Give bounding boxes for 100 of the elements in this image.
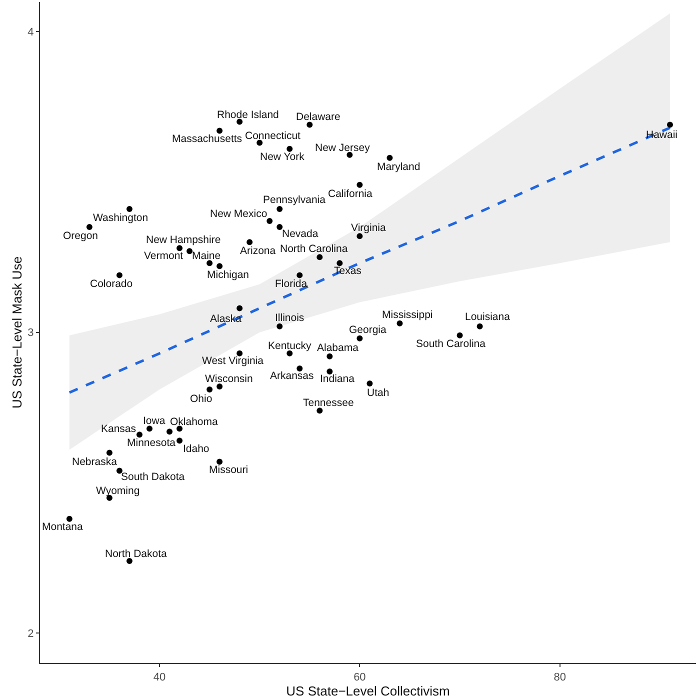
annotation: Connecticut — [245, 130, 301, 142]
point — [126, 558, 132, 564]
point — [236, 118, 243, 125]
point — [206, 386, 213, 393]
y-tick-label: 4 — [28, 26, 34, 38]
annotation: Arizona — [240, 245, 276, 257]
point — [286, 146, 293, 152]
point — [206, 260, 213, 266]
point — [296, 365, 303, 372]
annotation: Montana — [42, 521, 84, 533]
point — [236, 350, 243, 356]
annotation: Alaska — [210, 313, 242, 325]
annotation: Iowa — [143, 415, 166, 427]
annotation: Virginia — [351, 222, 386, 234]
annotation: New Jersey — [315, 142, 371, 154]
point — [276, 323, 283, 330]
point — [66, 516, 72, 522]
annotation: Texas — [334, 265, 362, 277]
point — [356, 182, 363, 188]
annotation: California — [328, 188, 373, 200]
point — [316, 408, 323, 414]
annotation: Utah — [367, 387, 390, 399]
point — [216, 458, 223, 465]
y-tick-label: 2 — [28, 628, 34, 640]
point — [276, 224, 283, 230]
annotation: South Dakota — [121, 471, 185, 483]
x-axis-title: US State−Level Collectivism — [286, 683, 450, 698]
point — [666, 122, 673, 128]
point — [126, 206, 132, 212]
annotation: Mississippi — [382, 309, 433, 321]
annotation: Nevada — [282, 228, 318, 240]
point — [116, 468, 122, 474]
annotation: Ohio — [190, 393, 212, 405]
annotation: Arkansas — [270, 370, 314, 382]
point — [266, 218, 273, 224]
point — [176, 438, 183, 444]
annotation: Georgia — [349, 324, 387, 336]
annotation: Oregon — [63, 230, 98, 242]
point — [276, 206, 283, 212]
point — [216, 128, 223, 134]
point — [456, 332, 463, 338]
annotation: West Virginia — [202, 355, 264, 367]
annotation: South Carolina — [416, 338, 486, 350]
point — [256, 140, 263, 146]
y-axis-title: US State−Level Mask Use — [10, 256, 25, 409]
annotation: North Carolina — [280, 243, 348, 255]
point — [306, 122, 313, 128]
annotation: Maryland — [377, 161, 420, 173]
annotation: Tennessee — [303, 397, 354, 409]
point — [176, 426, 183, 432]
annotation: New Hampshire — [146, 234, 221, 246]
point — [106, 450, 112, 456]
annotation: Rhode Island — [217, 109, 280, 121]
annotation: Idaho — [183, 443, 210, 455]
annotation: Colorado — [90, 278, 133, 290]
point — [236, 305, 243, 312]
point — [246, 239, 253, 246]
annotation: Maine — [192, 250, 221, 262]
point — [216, 384, 223, 390]
annotation: Kansas — [101, 423, 136, 435]
y-tick-label: 3 — [28, 327, 34, 340]
point — [356, 233, 363, 240]
annotation: Indiana — [320, 373, 355, 385]
annotation: Wyoming — [96, 485, 140, 497]
annotation: New Mexico — [210, 208, 268, 220]
point — [336, 260, 343, 266]
point — [176, 245, 183, 252]
annotation: Florida — [275, 278, 308, 290]
annotation: North Dakota — [105, 548, 168, 560]
annotation: Delaware — [296, 111, 341, 123]
point — [316, 254, 323, 260]
point — [186, 248, 193, 254]
point — [136, 432, 142, 438]
point — [366, 380, 373, 386]
annotation: Hawaii — [646, 129, 678, 141]
point — [326, 353, 333, 360]
annotation: Vermont — [144, 250, 184, 262]
point — [356, 335, 363, 342]
annotation: New York — [260, 151, 306, 163]
point — [296, 272, 303, 278]
annotation: Oklahoma — [170, 416, 218, 428]
annotation: Wisconsin — [205, 373, 254, 385]
annotation: Alabama — [317, 342, 359, 354]
annotation: Louisiana — [465, 311, 510, 323]
annotation: Pennsylvania — [263, 194, 326, 206]
point — [386, 154, 393, 161]
x-tick-label: 80 — [554, 671, 566, 684]
point — [216, 263, 223, 270]
annotation: Missouri — [209, 464, 248, 476]
point — [326, 368, 333, 374]
annotation: Kentucky — [268, 340, 312, 352]
point — [146, 426, 152, 432]
point — [396, 320, 403, 326]
point — [116, 272, 122, 278]
point — [476, 323, 483, 330]
annotation: Michigan — [207, 269, 250, 281]
x-tick-label: 40 — [153, 671, 166, 684]
annotation: Nebraska — [72, 456, 118, 468]
annotation: Washington — [93, 212, 148, 224]
x-tick-label: 60 — [354, 671, 366, 684]
